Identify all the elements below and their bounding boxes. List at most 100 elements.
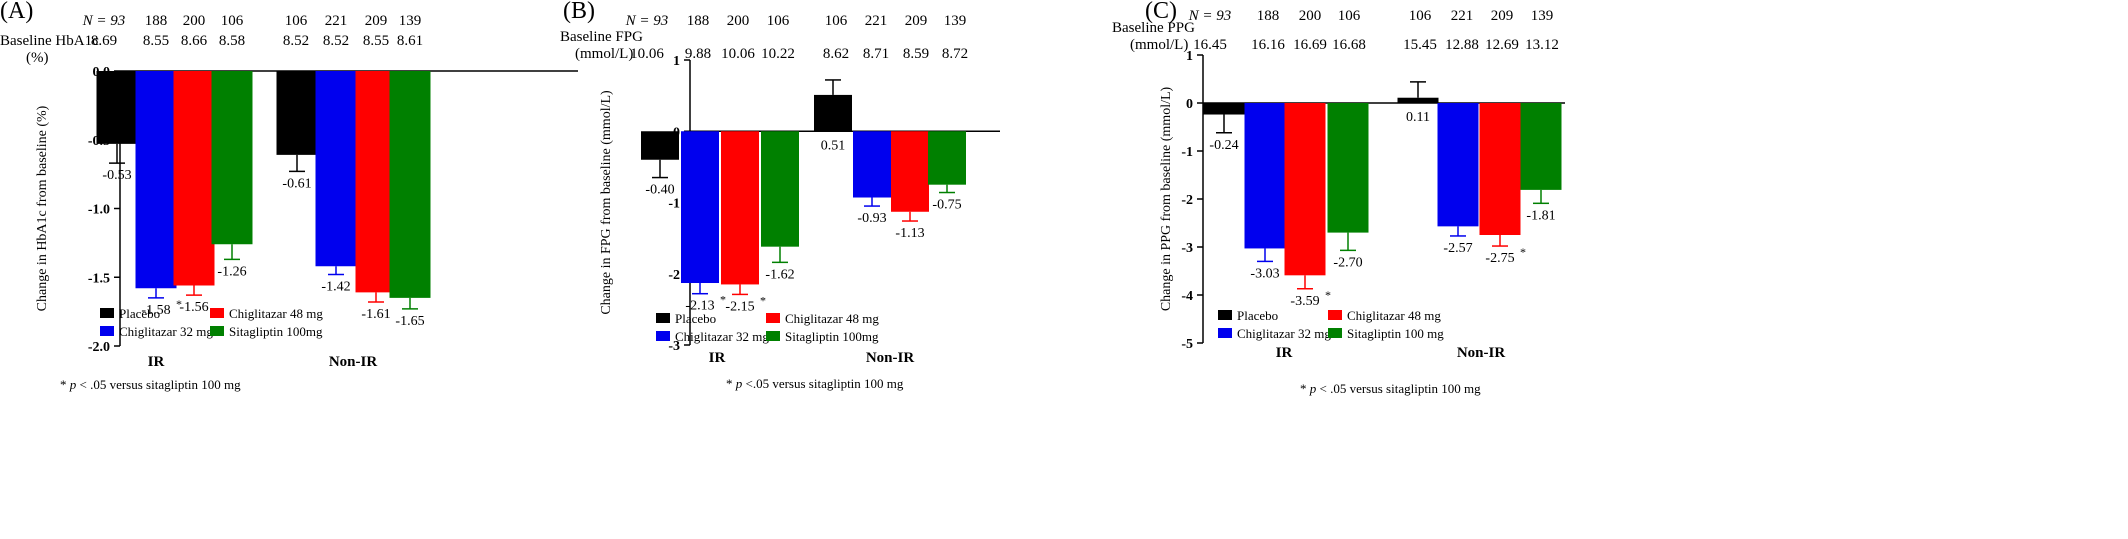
group-label: Non-IR bbox=[866, 350, 915, 366]
legend-swatch-chiglitazar-32 bbox=[1218, 328, 1232, 338]
n-value: 188 bbox=[145, 13, 168, 29]
legend-label-chiglitazar-48: Chiglitazar 48 mg bbox=[229, 306, 323, 321]
data-label: -2.75 bbox=[1485, 251, 1514, 266]
baseline-value: 10.06 bbox=[630, 46, 664, 62]
legend-swatch-sitagliptin bbox=[210, 326, 224, 336]
legend-swatch-placebo bbox=[100, 308, 114, 318]
baseline-value: 8.52 bbox=[283, 33, 309, 49]
chart-panel-c: (C) N = 93 188 200 106 106 221 209 139 Baseline P… bbox=[1112, 0, 1565, 396]
data-label: -1.58 bbox=[141, 303, 170, 318]
n-value: 106 bbox=[1409, 8, 1432, 24]
data-label: -0.75 bbox=[932, 198, 961, 213]
y-tick-label: -3 bbox=[668, 339, 680, 354]
legend-swatch-chiglitazar-48 bbox=[1328, 310, 1342, 320]
data-label: -0.24 bbox=[1209, 138, 1238, 153]
legend-label-placebo: Placebo bbox=[119, 306, 160, 321]
y-tick-label: -1.0 bbox=[88, 203, 110, 218]
significance-star: * bbox=[176, 297, 182, 311]
baseline-value: 16.69 bbox=[1293, 37, 1327, 53]
n-value: N = 93 bbox=[625, 13, 669, 29]
baseline-value: 8.58 bbox=[219, 33, 245, 49]
bar-sitagliptin-ir bbox=[211, 71, 253, 245]
data-label: -2.15 bbox=[725, 299, 754, 314]
n-value: 106 bbox=[767, 13, 790, 29]
data-label: -1.13 bbox=[895, 226, 924, 241]
bar-chiglitazar-48-non-ir bbox=[1479, 103, 1521, 235]
y-tick-label: -2 bbox=[1181, 193, 1193, 208]
legend-label-sitagliptin: Sitagliptin 100 mg bbox=[1347, 326, 1444, 341]
bar-chiglitazar-32-ir bbox=[135, 71, 177, 289]
significance-star: * bbox=[760, 293, 766, 307]
group-label: IR bbox=[148, 354, 165, 370]
data-label: -0.40 bbox=[645, 183, 674, 198]
data-label: -0.61 bbox=[282, 176, 311, 191]
n-value: 106 bbox=[1338, 8, 1361, 24]
footnote: * p <.05 versus sitagliptin 100 mg bbox=[726, 376, 904, 391]
bar-placebo-non-ir bbox=[276, 71, 318, 155]
y-axis-label: Change in PPG from baseline (mmol/L) bbox=[1159, 86, 1174, 311]
n-value: 209 bbox=[365, 13, 388, 29]
n-value: 200 bbox=[183, 13, 206, 29]
bar-sitagliptin-ir bbox=[761, 131, 799, 247]
chart-panel-a: (A) N = 93 188 200 106 106 221 209 139 Baseline H… bbox=[0, 0, 578, 392]
chart-panel-b: (B) N = 93 188 200 106 106 221 209 139 Baseline F… bbox=[560, 0, 1000, 391]
legend-label-placebo: Placebo bbox=[675, 311, 716, 326]
baseline-value: 8.66 bbox=[181, 33, 208, 49]
data-label: -1.42 bbox=[321, 280, 350, 295]
y-tick-label: -2 bbox=[668, 268, 680, 283]
baseline-label: Baseline PPG bbox=[1112, 20, 1195, 36]
data-label: -3.59 bbox=[1290, 294, 1319, 309]
bar-placebo-ir bbox=[1203, 103, 1245, 115]
panel-label: (B) bbox=[563, 0, 595, 24]
y-axis-label: Change in FPG from baseline (mmol/L) bbox=[599, 90, 614, 315]
bar-placebo-ir bbox=[641, 131, 679, 160]
y-tick-label: 1 bbox=[673, 54, 680, 69]
n-value: 221 bbox=[1451, 8, 1474, 24]
baseline-label: Baseline FPG bbox=[560, 29, 643, 45]
significance-star: * bbox=[720, 293, 726, 307]
bar-sitagliptin-ir bbox=[1327, 103, 1369, 233]
baseline-value: 8.55 bbox=[143, 33, 169, 49]
y-tick-label: 1 bbox=[1186, 49, 1193, 64]
y-tick-label: -5 bbox=[1181, 337, 1193, 352]
y-tick-label: -1.5 bbox=[88, 271, 110, 286]
baseline-value: 8.71 bbox=[863, 46, 889, 62]
baseline-value: 8.61 bbox=[397, 33, 423, 49]
bar-chiglitazar-48-ir bbox=[173, 71, 215, 286]
bar-chiglitazar-48-ir bbox=[721, 131, 759, 285]
data-label: -0.53 bbox=[102, 168, 131, 183]
legend-swatch-chiglitazar-48 bbox=[210, 308, 224, 318]
y-tick-label: -3 bbox=[1181, 241, 1193, 256]
baseline-value: 10.06 bbox=[721, 46, 755, 62]
y-tick-label: -1 bbox=[668, 197, 680, 212]
baseline-value: 16.16 bbox=[1251, 37, 1285, 53]
baseline-value: 15.45 bbox=[1403, 37, 1437, 53]
data-label: -1.61 bbox=[361, 307, 390, 322]
n-value: 221 bbox=[865, 13, 888, 29]
n-value: 106 bbox=[825, 13, 848, 29]
bar-sitagliptin-non-ir bbox=[1520, 103, 1562, 190]
legend-label-chiglitazar-48: Chiglitazar 48 mg bbox=[785, 311, 879, 326]
bar-chiglitazar-32-ir bbox=[681, 131, 719, 284]
baseline-value: 8.72 bbox=[942, 46, 968, 62]
footnote: * p < .05 versus sitagliptin 100 mg bbox=[60, 377, 241, 392]
legend-swatch-placebo bbox=[1218, 310, 1232, 320]
n-value: 209 bbox=[905, 13, 928, 29]
data-label: -0.93 bbox=[857, 211, 886, 226]
baseline-value: 10.22 bbox=[761, 46, 795, 62]
legend-label-placebo: Placebo bbox=[1237, 308, 1278, 323]
bar-chiglitazar-48-ir bbox=[1284, 103, 1326, 276]
n-value: 106 bbox=[285, 13, 308, 29]
n-value: 139 bbox=[1531, 8, 1554, 24]
data-label: -1.26 bbox=[217, 264, 246, 279]
baseline-value: 9.88 bbox=[685, 46, 711, 62]
legend-swatch-chiglitazar-32 bbox=[656, 331, 670, 341]
data-label: -1.81 bbox=[1526, 208, 1555, 223]
legend-label-chiglitazar-32: Chiglitazar 32 mg bbox=[1237, 326, 1331, 341]
n-value: 200 bbox=[1299, 8, 1322, 24]
baseline-value: 8.62 bbox=[823, 46, 849, 62]
data-label: 0.11 bbox=[1406, 110, 1430, 125]
data-label: -2.57 bbox=[1443, 241, 1472, 256]
legend-label-chiglitazar-48: Chiglitazar 48 mg bbox=[1347, 308, 1441, 323]
